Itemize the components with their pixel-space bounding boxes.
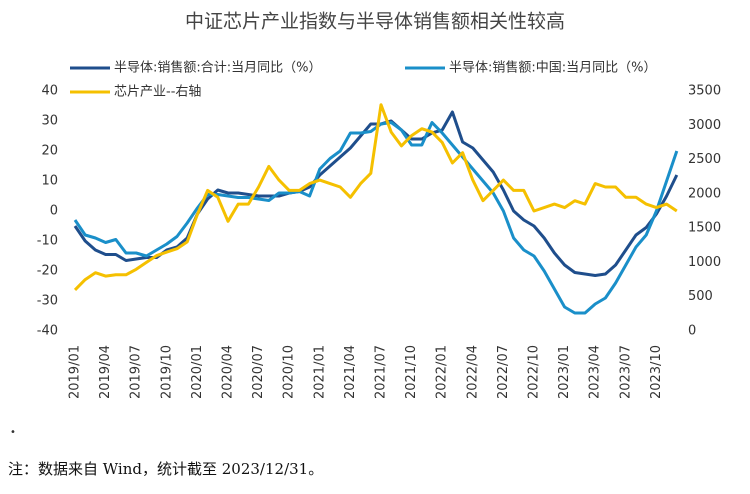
legend-label: 芯片产业--右轴 [114,85,201,100]
chart-title: 中证芯片产业指数与半导体销售额相关性较高 [185,11,565,33]
x-tick-label: 2019/04 [98,345,113,399]
x-tick-label: 2020/07 [251,345,266,399]
legend-label: 半导体:销售额:中国:当月同比（%） [449,60,657,76]
x-tick-label: 2021/10 [404,345,419,399]
y2-tick-label: 0 [688,324,696,339]
series-line [73,110,679,277]
y-tick-label: 40 [41,84,58,99]
y-tick-label: 0 [50,204,58,219]
x-tick-label: 2019/07 [129,345,144,399]
x-tick-label: 2022/07 [496,345,511,399]
x-tick-label: 2020/10 [282,345,297,399]
bullet: • [10,427,16,438]
x-tick-label: 2021/04 [343,345,358,399]
y-tick-label: 30 [41,114,58,129]
series-line [73,121,679,315]
x-tick-label: 2021/07 [374,345,389,399]
y2-tick-label: 3000 [688,118,721,133]
y2-tick-label: 3500 [688,84,721,99]
series-line [73,103,678,291]
x-tick-label: 2023/07 [618,345,633,399]
x-tick-label: 2019/01 [68,345,83,399]
x-tick-label: 2022/04 [465,345,480,399]
x-tick-label: 2022/01 [435,345,450,399]
x-tick-label: 2020/01 [190,345,205,399]
y2-tick-label: 1000 [688,255,721,270]
y2-tick-label: 500 [688,289,713,304]
x-tick-label: 2023/04 [588,345,603,399]
y-tick-label: -30 [37,294,58,309]
legend-label: 半导体:销售额:合计:当月同比（%） [114,60,322,76]
y-tick-label: -40 [37,324,58,339]
y2-tick-label: 1500 [688,221,721,236]
y2-tick-label: 2000 [688,186,721,201]
x-tick-label: 2023/10 [649,345,664,399]
x-tick-label: 2022/10 [527,345,542,399]
x-tick-label: 2021/01 [312,345,327,399]
y-tick-label: 20 [41,144,58,159]
y2-tick-label: 2500 [688,152,721,167]
x-tick-label: 2020/04 [221,345,236,399]
footnote: 注：数据来自 Wind，统计截至 2023/12/31。 [8,460,323,478]
x-tick-label: 2023/01 [557,345,572,399]
y-tick-label: -20 [37,264,58,279]
y-tick-label: -10 [37,234,58,249]
x-tick-label: 2019/10 [159,345,174,399]
y-tick-label: 10 [41,174,58,189]
